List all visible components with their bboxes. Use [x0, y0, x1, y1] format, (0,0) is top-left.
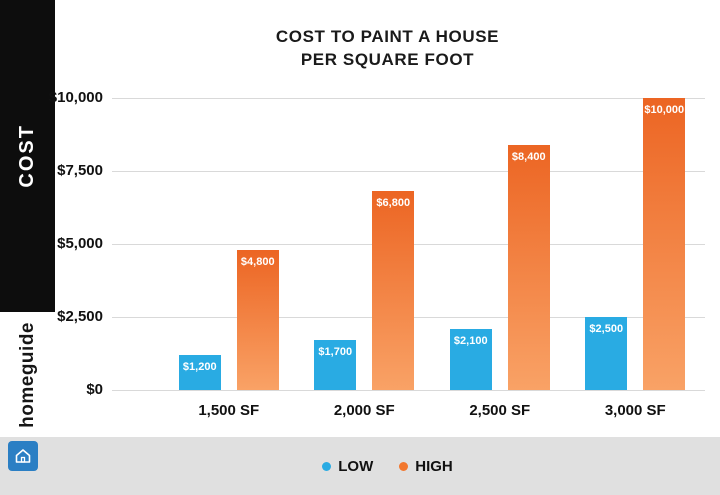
y-tick-label: $0	[86, 381, 103, 398]
bar-value-label: $2,500	[589, 323, 624, 335]
bar-value-label: $2,100	[453, 335, 488, 347]
bar-value-label: $8,400	[511, 151, 546, 163]
chart-title: COST TO PAINT A HOUSE PER SQUARE FOOT	[55, 25, 720, 71]
chart-title-line2: PER SQUARE FOOT	[300, 50, 475, 69]
gridline	[112, 98, 705, 99]
legend-item-low: LOW	[322, 458, 373, 475]
x-tick-label: 2,500 SF	[469, 402, 531, 419]
gridline	[112, 171, 705, 172]
legend-item-high: HIGH	[399, 458, 453, 475]
bar-value-label: $6,800	[376, 197, 411, 209]
legend-label-low: LOW	[338, 457, 374, 475]
bar-value-label: $10,000	[644, 104, 685, 116]
x-tick-label: 2,000 SF	[333, 402, 395, 419]
x-tick-label: 1,500 SF	[198, 402, 260, 419]
house-icon	[15, 449, 31, 463]
bars-layer: $1,200 $4,800 1,500 SF $1,700 $6,800 2,000 SF…	[161, 98, 704, 419]
y-tick-label: $7,500	[57, 162, 103, 179]
legend-label-high: HIGH	[415, 457, 453, 475]
bar-group: $1,700 $6,800 2,000 SF	[297, 98, 433, 419]
sidebar-brand-band: homeguide	[0, 312, 55, 437]
y-tick-label: $10,000	[48, 89, 103, 106]
bar-value-label: $4,800	[240, 256, 275, 268]
y-tick-label: $2,500	[57, 308, 103, 325]
legend-band	[0, 437, 720, 495]
high-bar: $4,800	[236, 250, 279, 390]
y-axis-labels: $0 $2,500 $5,000 $7,500 $10,000	[0, 89, 103, 398]
sidebar-cost-band: COST	[0, 0, 55, 312]
bar-value-label: $1,200	[182, 361, 217, 373]
low-bar: $1,200	[178, 355, 221, 390]
bar-group: $1,200 $4,800 1,500 SF	[161, 98, 297, 419]
low-bar: $2,500	[585, 317, 628, 390]
low-bar: $2,100	[449, 329, 492, 390]
high-bar: $6,800	[372, 191, 415, 390]
high-bar: $10,000	[643, 98, 686, 390]
bar-value-label: $1,700	[318, 346, 353, 358]
gridline	[112, 390, 705, 391]
y-tick-label: $5,000	[57, 235, 103, 252]
legend-dot-high	[399, 461, 409, 471]
x-tick-label: 3,000 SF	[604, 402, 666, 419]
legend-dot-low	[322, 461, 332, 471]
legend: LOW HIGH	[55, 437, 720, 495]
bar-group: $2,500 $10,000 3,000 SF	[568, 98, 704, 419]
low-bar: $1,700	[314, 340, 357, 390]
plot-area: $1,200 $4,800 1,500 SF $1,700 $6,800 2,000 SF…	[112, 98, 705, 419]
homeguide-logo-icon	[8, 441, 38, 471]
high-bar: $8,400	[507, 145, 550, 390]
chart-title-line1: COST TO PAINT A HOUSE	[275, 27, 500, 46]
bar-group: $2,100 $8,400 2,500 SF	[432, 98, 568, 419]
